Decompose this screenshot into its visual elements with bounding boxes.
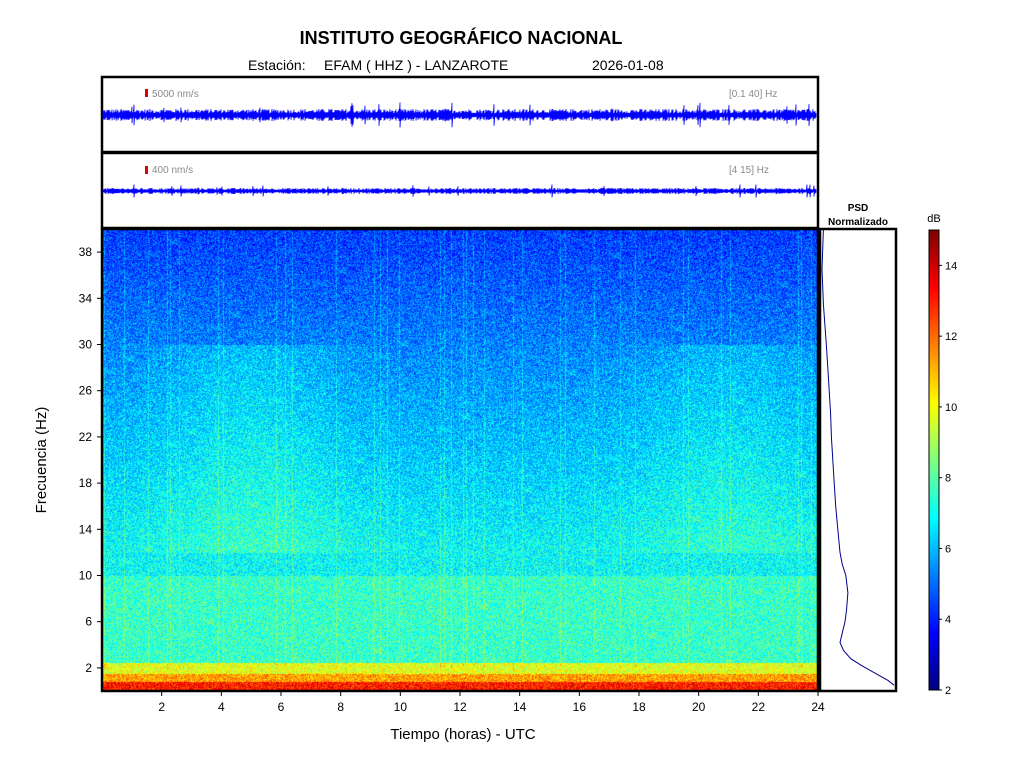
colorbar-frame — [928, 229, 940, 691]
colorbar-tick-label: 8 — [945, 473, 951, 485]
seismogram-trace-1 — [102, 102, 817, 128]
colorbar-tick-label: 4 — [945, 614, 951, 626]
x-tick-label: 6 — [278, 700, 285, 714]
spectrogram-canvas-wrap — [102, 229, 818, 691]
seismogram-panel-filtered: 400 nm/s [4 15] Hz — [100, 151, 820, 230]
band-label-1: [0.1 40] Hz — [729, 89, 777, 100]
date-label: 2026-01-08 — [592, 57, 664, 73]
station-label: Estación: — [248, 57, 306, 73]
seismogram-panel-broadband: 5000 nm/s [0.1 40] Hz — [100, 75, 820, 154]
y-tick-label: 38 — [79, 245, 93, 259]
y-tick-label: 34 — [79, 291, 93, 305]
colorbar-ticks: 2 4 6 8 10 12 14 — [939, 260, 957, 697]
band-label-2: [4 15] Hz — [729, 165, 769, 176]
seismogram-trace-path — [102, 184, 817, 198]
seismogram-trace-2 — [102, 184, 817, 198]
x-tick-label: 8 — [337, 700, 344, 714]
x-tick-label: 10 — [394, 700, 408, 714]
x-axis-ticks: 2 4 6 8 10 12 14 16 18 20 22 24 — [158, 691, 825, 714]
x-tick-label: 16 — [573, 700, 587, 714]
scale-marker-2 — [145, 166, 148, 174]
station-name: EFAM ( HHZ ) - LANZAROTE — [324, 57, 508, 73]
colorbar-wrap — [929, 230, 939, 690]
page-title: INSTITUTO GEOGRÁFICO NACIONAL — [300, 27, 623, 48]
y-axis-label: Frecuencia (Hz) — [33, 407, 50, 514]
colorbar-tick-label: 10 — [945, 402, 957, 414]
psd-frame — [818, 227, 898, 693]
y-tick-label: 14 — [79, 522, 93, 536]
colorbar-tick-label: 14 — [945, 260, 957, 272]
y-tick-label: 10 — [79, 569, 93, 583]
colorbar-tick-label: 6 — [945, 543, 951, 555]
y-tick-label: 2 — [85, 661, 92, 675]
spectrogram-image — [102, 229, 818, 691]
y-tick-label: 30 — [79, 338, 93, 352]
colorbar-tick-label: 12 — [945, 331, 957, 343]
x-tick-label: 20 — [692, 700, 706, 714]
x-tick-label: 12 — [453, 700, 467, 714]
x-tick-label: 18 — [632, 700, 646, 714]
psd-title: PSD — [848, 203, 869, 214]
psd-subtitle: Normalizado — [828, 217, 888, 228]
scale-marker-1 — [145, 89, 148, 97]
y-tick-label: 18 — [79, 476, 93, 490]
psd-curve — [821, 228, 895, 686]
scale-label-2: 400 nm/s — [152, 165, 193, 176]
colorbar-image — [929, 230, 939, 690]
x-axis-label: Tiempo (horas) - UTC — [390, 726, 535, 743]
x-tick-label: 2 — [158, 700, 165, 714]
scale-label-1: 5000 nm/s — [152, 89, 199, 100]
y-tick-label: 22 — [79, 430, 93, 444]
y-tick-label: 6 — [85, 615, 92, 629]
x-tick-label: 4 — [218, 700, 225, 714]
x-tick-label: 14 — [513, 700, 527, 714]
y-tick-label: 26 — [79, 384, 93, 398]
seismogram-trace-path — [102, 102, 817, 128]
colorbar-unit: dB — [927, 213, 940, 225]
x-tick-label: 22 — [752, 700, 766, 714]
colorbar-tick-label: 2 — [945, 685, 951, 697]
x-tick-label: 24 — [811, 700, 825, 714]
